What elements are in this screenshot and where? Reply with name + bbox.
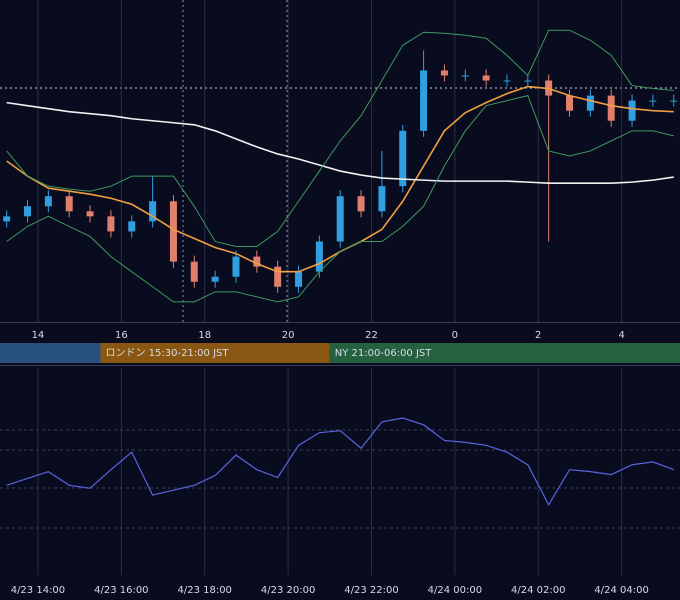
x-tick-label: 2 [535, 330, 541, 341]
candle-body [295, 271, 303, 287]
session-band [329, 343, 680, 363]
candle-body [440, 70, 448, 76]
candle-body [128, 221, 136, 232]
candle-body [65, 196, 73, 212]
x-tick-label: 4/24 02:00 [511, 585, 565, 596]
session-label: ロンドン 15:30-21:00 JST [105, 348, 229, 359]
candle-body [211, 276, 219, 282]
candle-body [86, 211, 94, 217]
candle-body [607, 95, 615, 121]
x-tick-label: 0 [452, 330, 458, 341]
candle-body [3, 216, 11, 222]
x-tick-label: 18 [198, 330, 211, 341]
rsi-line [6, 417, 674, 507]
candle-body [420, 70, 428, 131]
indicator-line [6, 95, 674, 303]
candle-body [503, 80, 511, 82]
x-tick-label: 4/23 20:00 [261, 585, 315, 596]
candle-body [44, 196, 52, 207]
indicator-line [6, 101, 674, 184]
candle-body [586, 95, 594, 111]
candle-body [566, 95, 574, 111]
candle-body [336, 196, 344, 242]
candle-body [482, 75, 490, 81]
candle-body [628, 100, 636, 121]
x-tick-label: 4/23 14:00 [11, 585, 65, 596]
x-tick-label: 4/24 04:00 [594, 585, 648, 596]
candle-body [253, 256, 261, 267]
session-label: NY 21:00-06:00 JST [335, 348, 432, 359]
candle-body [315, 241, 323, 272]
candle-body [649, 100, 657, 102]
candle-body [274, 266, 282, 287]
candle-body [149, 201, 157, 222]
x-tick-label: 4/23 16:00 [94, 585, 148, 596]
x-tick-label: 20 [282, 330, 295, 341]
x-tick-label: 14 [32, 330, 45, 341]
candle-body [190, 261, 198, 282]
candle-body [107, 216, 115, 232]
candle-body [399, 130, 407, 187]
candle-body [524, 80, 532, 82]
x-tick-label: 4/23 18:00 [177, 585, 231, 596]
session-band [100, 343, 330, 363]
candle-body [670, 100, 678, 102]
x-tick-label: 16 [115, 330, 128, 341]
x-tick-label: 4/24 00:00 [428, 585, 482, 596]
session-band [0, 343, 101, 363]
x-tick-label: 4/23 22:00 [344, 585, 398, 596]
x-tick-label: 22 [365, 330, 378, 341]
candle-body [357, 196, 365, 212]
candle-body [169, 201, 177, 262]
candle-body [378, 186, 386, 212]
candle-body [24, 206, 32, 217]
candle-body [461, 75, 469, 77]
indicator-line [6, 29, 674, 248]
candle-body [232, 256, 240, 277]
x-tick-label: 4 [618, 330, 624, 341]
